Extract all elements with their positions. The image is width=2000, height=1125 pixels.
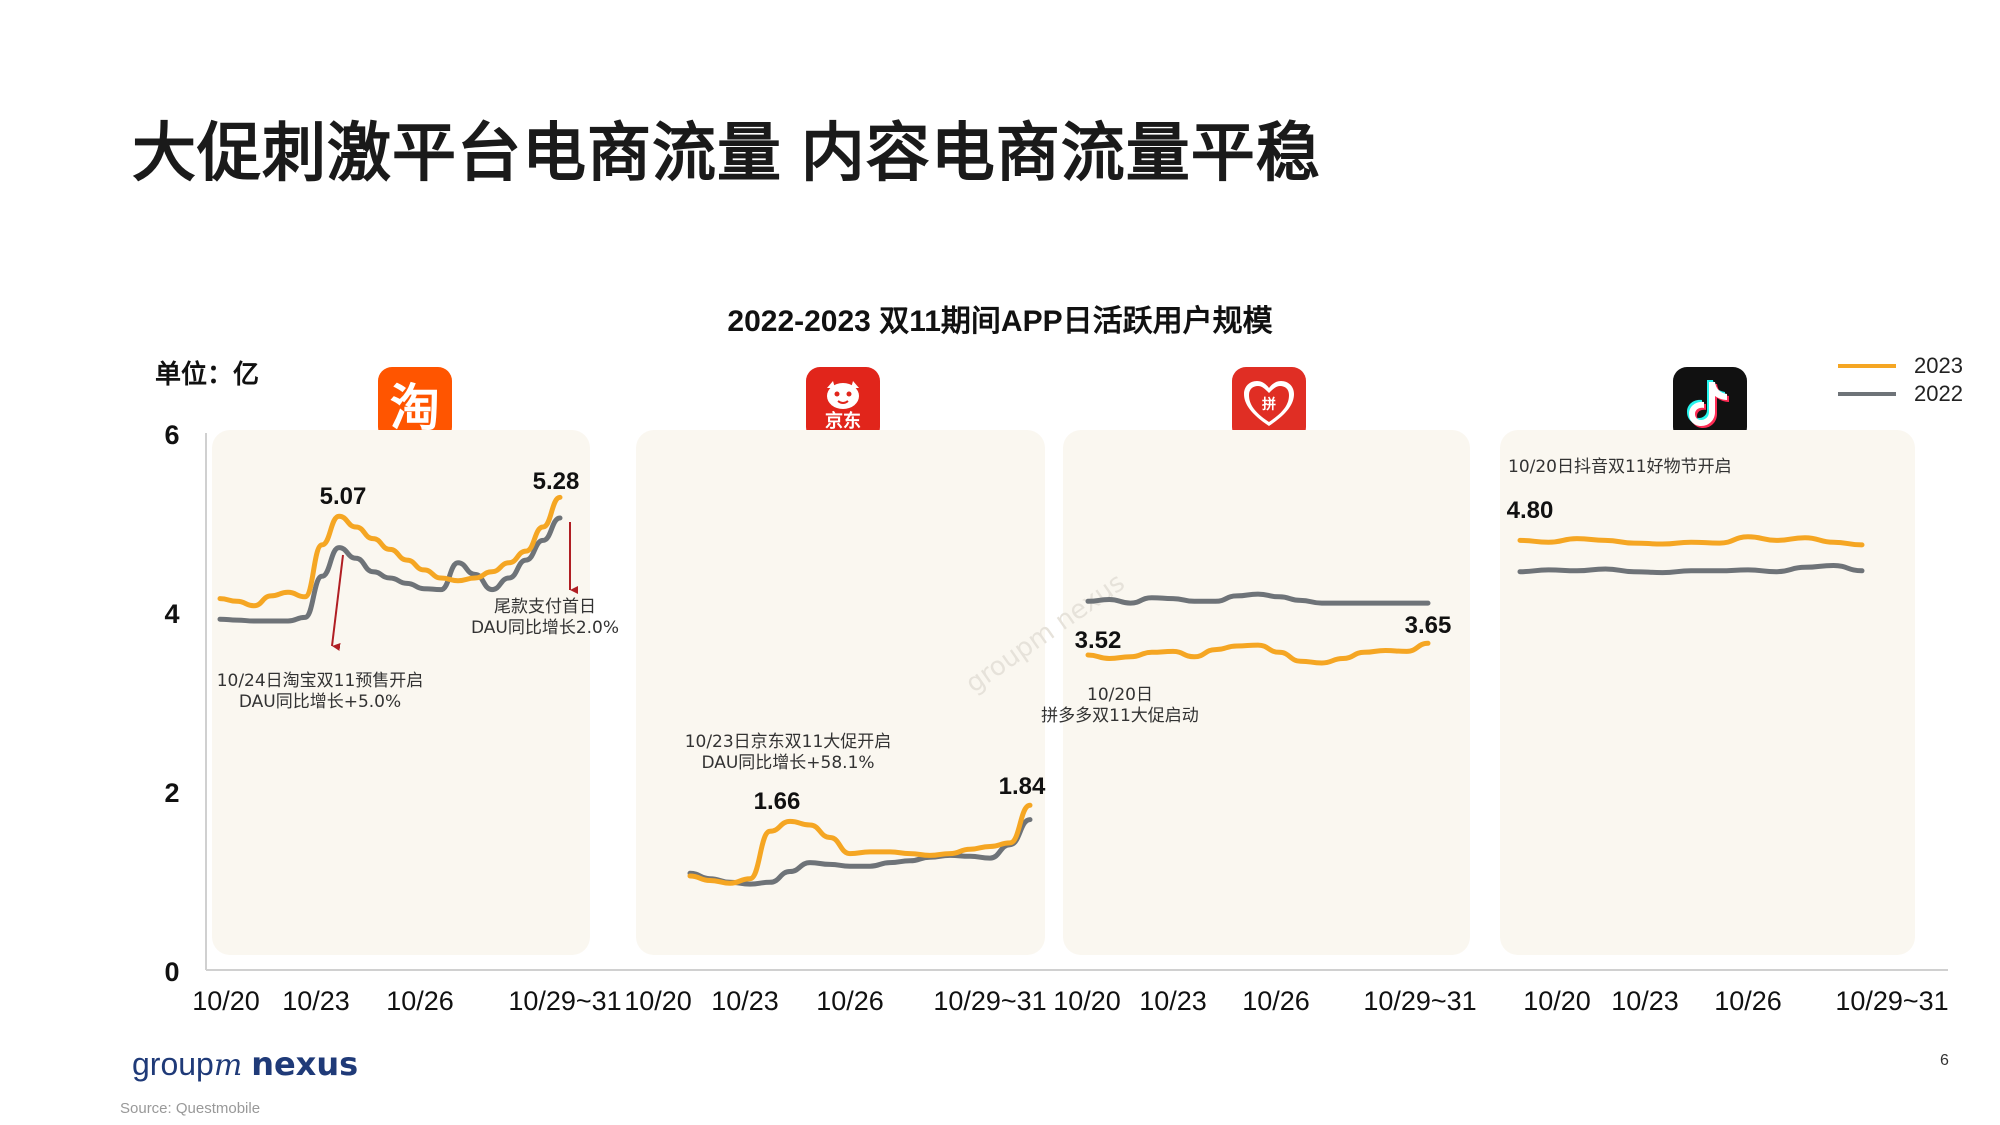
panel-background-3 bbox=[1500, 430, 1915, 955]
panel-background-2 bbox=[1063, 430, 1470, 955]
legend-item-2022: 2022 bbox=[1838, 380, 1963, 408]
logo-m-text: m bbox=[213, 1048, 243, 1083]
legend-item-2023: 2023 bbox=[1838, 352, 1963, 380]
y-tick-label-4: 4 bbox=[164, 599, 179, 629]
series-line-2022 bbox=[1085, 591, 1431, 606]
legend-swatch-2023 bbox=[1838, 364, 1896, 368]
source-note: Source: Questmobile bbox=[120, 1100, 261, 1117]
chart-title: 2022-2023 双11期间APP日活跃用户规模 bbox=[727, 305, 1273, 338]
groupm-nexus-logo: groupm nexus bbox=[132, 1045, 358, 1083]
data-label: 3.65 bbox=[1405, 612, 1452, 639]
x-tick-label: 10/23 bbox=[282, 986, 350, 1016]
panel-background-0 bbox=[212, 430, 590, 955]
jd-icon: 京东 bbox=[806, 367, 880, 441]
page-title: 大促刺激平台电商流量 内容电商流量平稳 bbox=[132, 117, 1321, 189]
legend-swatch-2022 bbox=[1838, 392, 1896, 396]
douyin-icon bbox=[1673, 367, 1747, 441]
series-line-2023 bbox=[217, 494, 563, 609]
data-label: 1.66 bbox=[754, 788, 801, 815]
taobao-icon-glyph: 淘 bbox=[390, 379, 440, 437]
annotation-text: 10/20日 bbox=[1087, 685, 1153, 705]
taobao-icon: 淘 bbox=[378, 367, 452, 441]
data-label: 4.80 bbox=[1507, 497, 1554, 524]
data-label: 3.52 bbox=[1075, 627, 1122, 654]
series-line-2022 bbox=[687, 817, 1033, 887]
data-label: 1.84 bbox=[999, 773, 1046, 800]
y-tick-label-6: 6 bbox=[164, 420, 179, 450]
x-tick-label: 10/29~31 bbox=[933, 986, 1046, 1016]
x-tick-label: 10/23 bbox=[1611, 986, 1679, 1016]
svg-text:拼: 拼 bbox=[1262, 396, 1276, 413]
x-tick-label: 10/26 bbox=[1242, 986, 1310, 1016]
annotation-arrow bbox=[331, 554, 344, 646]
panel-background-1 bbox=[636, 430, 1045, 955]
x-tick-label: 10/23 bbox=[711, 986, 779, 1016]
pinduoduo-icon: 拼 bbox=[1232, 367, 1306, 441]
unit-label: 单位：亿 bbox=[155, 359, 260, 389]
data-label: 5.28 bbox=[533, 468, 580, 495]
legend-label-2023: 2023 bbox=[1914, 353, 1963, 378]
annotation-text: 拼多多双11大促启动 bbox=[1041, 706, 1199, 726]
annotation-text: DAU同比增长+58.1% bbox=[701, 753, 874, 773]
jd-dog-icon bbox=[827, 381, 859, 409]
x-tick-label: 10/26 bbox=[386, 986, 454, 1016]
series-line-2023 bbox=[687, 802, 1033, 886]
jd-icon-glyph: 京东 bbox=[825, 411, 861, 431]
logo-group-text: group bbox=[132, 1046, 214, 1082]
data-label: 5.07 bbox=[320, 483, 367, 510]
annotation-text: DAU同比增长+5.0% bbox=[239, 692, 401, 712]
x-tick-label: 10/20 bbox=[192, 986, 260, 1016]
series-line-2023 bbox=[1517, 534, 1865, 548]
series-line-2023 bbox=[1085, 640, 1431, 666]
pinduoduo-heart-icon: 拼 bbox=[1244, 381, 1294, 426]
annotation-text: DAU同比增长2.0% bbox=[471, 618, 619, 638]
x-tick-label: 10/29~31 bbox=[1363, 986, 1476, 1016]
x-tick-label: 10/20 bbox=[624, 986, 692, 1016]
x-tick-label: 10/29~31 bbox=[508, 986, 621, 1016]
x-tick-label: 10/20 bbox=[1523, 986, 1591, 1016]
x-tick-label: 10/29~31 bbox=[1835, 986, 1948, 1016]
annotation-text: 10/20日抖音双11好物节开启 bbox=[1508, 457, 1732, 477]
x-tick-label: 10/23 bbox=[1139, 986, 1207, 1016]
series-line-2022 bbox=[217, 515, 563, 624]
annotation-text: 尾款支付首日 bbox=[494, 597, 596, 617]
annotation-text: 10/23日京东双11大促开启 bbox=[685, 732, 892, 752]
legend-label-2022: 2022 bbox=[1914, 381, 1963, 406]
x-tick-label: 10/26 bbox=[1714, 986, 1782, 1016]
series-line-2022 bbox=[1517, 563, 1865, 576]
y-tick-label-0: 0 bbox=[164, 957, 179, 987]
logo-nexus-text: nexus bbox=[251, 1045, 359, 1083]
x-tick-label: 10/26 bbox=[816, 986, 884, 1016]
y-tick-label-2: 2 bbox=[164, 778, 179, 808]
legend: 2023 2022 bbox=[1838, 352, 1963, 408]
annotation-text: 10/24日淘宝双11预售开启 bbox=[217, 671, 424, 691]
douyin-note-icon bbox=[1687, 380, 1729, 428]
page-number: 6 bbox=[1940, 1052, 1949, 1069]
x-tick-label: 10/20 bbox=[1053, 986, 1121, 1016]
